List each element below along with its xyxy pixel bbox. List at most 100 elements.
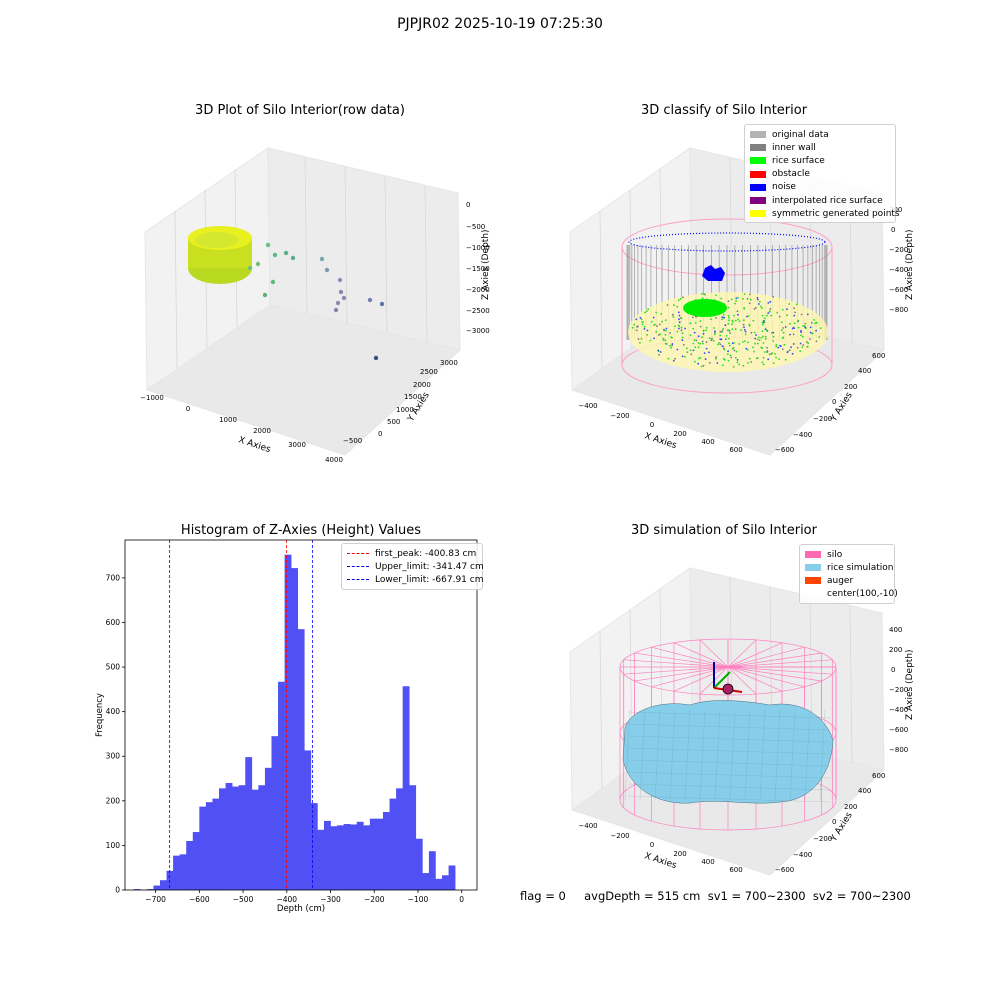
- raw-y-tick: 1500: [404, 393, 422, 401]
- histogram-bar: [173, 855, 180, 890]
- histogram-legend-line: [347, 553, 369, 555]
- histogram-bar: [376, 818, 384, 890]
- svg-text:600: 600: [872, 352, 885, 360]
- raw-floor-pane: [145, 304, 462, 456]
- raw-x-tick: 2000: [253, 427, 271, 435]
- simulation-legend-item: rice simulation: [805, 561, 893, 574]
- histogram-bar: [245, 757, 253, 890]
- classify-legend-swatch: [750, 157, 766, 165]
- histogram-x-tick: −100: [408, 895, 429, 904]
- simulation-legend: silo rice simulation auger center(100,-10): [799, 544, 898, 604]
- histogram-bar: [199, 806, 207, 890]
- status-footer: flag = 0 avgDepth = 515 cm sv1 = 700~230…: [520, 889, 911, 903]
- histogram-x-tick: −600: [189, 895, 210, 904]
- histogram-x-label: Depth (cm): [277, 904, 325, 914]
- classify-legend-swatch: [750, 210, 766, 218]
- histogram-bar: [146, 889, 154, 890]
- histogram-bar: [310, 803, 318, 890]
- classify-legend-item: inner wall: [750, 141, 890, 154]
- raw-z-label: Z Axies (Depth): [481, 229, 491, 300]
- histogram-bar: [284, 554, 292, 890]
- raw-y-tick: 500: [387, 418, 400, 426]
- histogram-bar: [159, 880, 167, 890]
- svg-text:400: 400: [701, 438, 714, 446]
- histogram-bar: [304, 750, 312, 890]
- simulation-legend-item: auger: [805, 574, 889, 587]
- svg-text:−200: −200: [889, 686, 908, 694]
- histogram-bar: [409, 785, 417, 890]
- raw-z-tick: −500: [466, 223, 485, 231]
- histogram-frame: [124, 539, 478, 891]
- histogram-bar: [212, 798, 220, 890]
- simulation-legend-swatch: [805, 551, 821, 559]
- histogram-bar: [153, 885, 161, 890]
- raw-x-tick: 3000: [288, 441, 306, 449]
- classify-plot-title: 3D classify of Silo Interior: [640, 103, 808, 118]
- histogram-bar: [389, 798, 397, 890]
- histogram-legend-label: Lower_limit: -667.91 cm: [375, 574, 484, 585]
- figure-title: PJPJR02 2025-10-19 07:25:30: [397, 16, 603, 32]
- histogram-bar: [396, 788, 403, 890]
- classify-legend-item: interpolated rice surface: [750, 194, 890, 207]
- svg-text:−400: −400: [793, 431, 812, 439]
- svg-text:−400: −400: [889, 706, 908, 714]
- classify-legend-label: symmetric generated points: [772, 208, 900, 219]
- classify-legend-item: obstacle: [750, 168, 890, 181]
- svg-text:400: 400: [701, 858, 714, 866]
- svg-text:600: 600: [872, 772, 885, 780]
- simulation-legend-item: silo: [805, 548, 889, 561]
- classify-legend-swatch: [750, 144, 766, 152]
- raw-x-tick: 4000: [325, 456, 343, 464]
- svg-text:600: 600: [729, 866, 742, 874]
- histogram-y-tick: 0: [115, 886, 120, 895]
- svg-text:−600: −600: [775, 446, 794, 454]
- svg-text:200: 200: [889, 646, 902, 654]
- histogram-x-tick: −400: [276, 895, 297, 904]
- classify-legend-swatch: [750, 197, 766, 205]
- classify-legend-item: noise: [750, 181, 890, 194]
- raw-y-tick: 3000: [440, 359, 458, 367]
- histogram-y-tick: 100: [106, 841, 121, 850]
- histogram-legend-label: first_peak: -400.83 cm: [375, 548, 477, 559]
- raw-scatter-points: [247, 242, 385, 361]
- histogram-bar: [448, 865, 456, 890]
- histogram-bar: [343, 824, 351, 890]
- histogram-y-tick: 500: [106, 663, 121, 672]
- svg-text:0: 0: [832, 818, 836, 826]
- svg-text:200: 200: [673, 850, 686, 858]
- histogram-bar: [238, 785, 246, 890]
- raw-z-tick: 0: [466, 201, 470, 209]
- svg-text:−400: −400: [578, 822, 597, 830]
- histogram-bar: [428, 851, 436, 890]
- histogram-x-tick: −300: [320, 895, 341, 904]
- raw-x-tick: −1000: [140, 394, 164, 402]
- svg-text:−800: −800: [889, 746, 908, 754]
- classify-legend-label: original data: [772, 129, 829, 140]
- raw-y-tick: −500: [343, 437, 362, 445]
- simulation-legend-swatch: [805, 577, 821, 585]
- histogram-y-tick: 700: [106, 573, 121, 582]
- classify-legend-item: symmetric generated points: [750, 207, 900, 220]
- auger-marker: [722, 683, 734, 695]
- svg-text:−600: −600: [889, 726, 908, 734]
- histogram-bar: [356, 821, 364, 890]
- histogram-y-tick: 400: [106, 707, 121, 716]
- histogram-bar: [232, 786, 239, 890]
- simulation-legend-swatch: [805, 564, 821, 572]
- simulation-legend-label: rice simulation: [827, 562, 894, 573]
- classify-legend-label: rice surface: [772, 155, 825, 166]
- classify-legend-swatch: [750, 131, 766, 139]
- histogram-bar: [442, 875, 449, 890]
- classify-z-label: Z Axies (Depth): [905, 229, 915, 300]
- svg-text:−600: −600: [775, 866, 794, 874]
- classify-legend-item: rice surface: [750, 154, 890, 167]
- classify-legend-label: interpolated rice surface: [772, 195, 883, 206]
- raw-z-tick: −3000: [466, 327, 490, 335]
- histogram-bar: [258, 785, 266, 890]
- histogram-bar: [219, 788, 226, 890]
- histogram-bar: [337, 825, 344, 890]
- classify-legend-label: obstacle: [772, 169, 810, 180]
- histogram-bar: [422, 873, 430, 890]
